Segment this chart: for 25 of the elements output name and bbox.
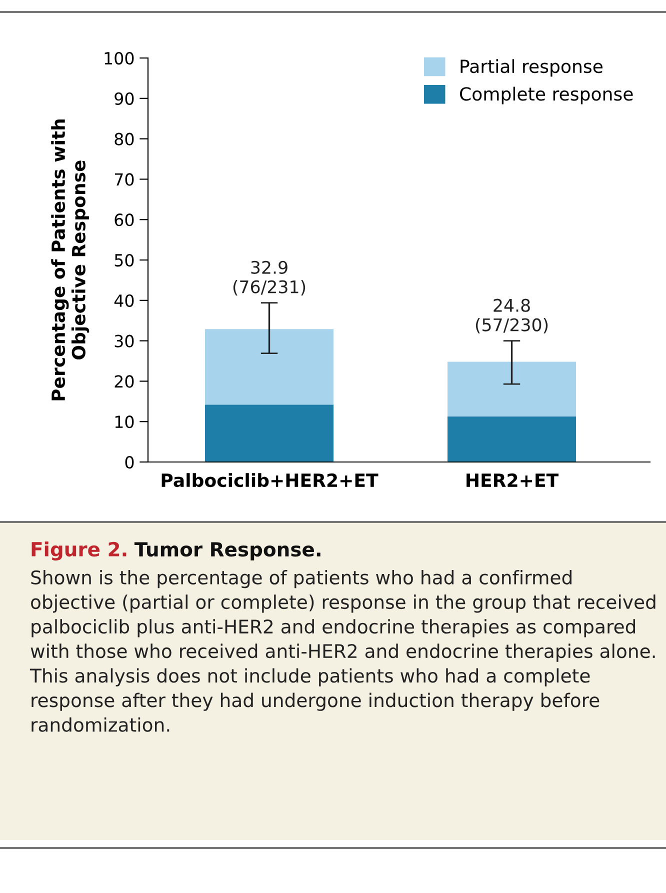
y-tick-label: 90: [114, 92, 134, 105]
y-tick-label: 80: [114, 132, 134, 146]
y-tick-label: 50: [114, 254, 134, 267]
legend-label: Partial response: [460, 59, 603, 77]
y-tick-label: 100: [104, 52, 134, 65]
x-tick-label: Palbociclib+HER2+ET: [162, 473, 378, 488]
y-tick-label: 30: [114, 334, 134, 348]
bar: [204, 329, 334, 405]
text: Shown is the percentage of patients who had a confirmed objective (partial or complete) response in the group that received palbociclib plus anti-HER2 and endocrine therapies as compared with those who received anti-HER2 and endocrine therapies alone. This analysis does not include patients who had a complete response after they had undergone induction therapy before randomization.: [30, 570, 656, 732]
y-tick-label: 10: [115, 416, 134, 428]
total-label: 24.8 (57/230): [476, 298, 548, 334]
text: Tumor Response.: [134, 542, 320, 560]
y-tick-label: 70: [114, 173, 134, 186]
y-tick-label: 0: [125, 456, 134, 469]
total-label: 32.9 (76/231): [233, 260, 306, 296]
legend-label: Complete response: [460, 86, 633, 104]
y-tick-label: 60: [114, 214, 134, 226]
bar: [448, 362, 576, 416]
x-tick-label: HER2+ET: [466, 473, 559, 487]
y-tick-label: 20: [114, 375, 134, 388]
text: Figure 2.: [32, 542, 126, 560]
bar: [448, 416, 576, 462]
y-axis-title: Percentage of Patients with Objective Response: [51, 119, 90, 400]
bar: [204, 404, 334, 462]
y-tick-label: 40: [114, 294, 134, 307]
